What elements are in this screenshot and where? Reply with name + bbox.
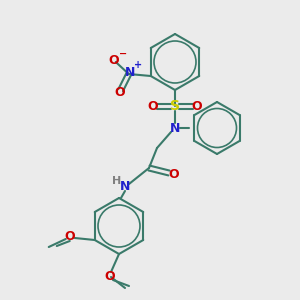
Text: N: N <box>124 67 135 80</box>
Text: O: O <box>64 230 75 244</box>
Text: O: O <box>169 169 179 182</box>
Text: O: O <box>108 53 119 67</box>
Text: O: O <box>192 100 202 112</box>
Text: +: + <box>134 60 142 70</box>
Text: O: O <box>148 100 158 112</box>
Text: N: N <box>170 122 180 134</box>
Text: N: N <box>120 179 130 193</box>
Text: S: S <box>170 99 180 113</box>
Text: O: O <box>105 271 115 284</box>
Text: O: O <box>114 86 125 100</box>
Text: H: H <box>112 176 122 186</box>
Text: methoxy: methoxy <box>55 248 61 249</box>
Text: −: − <box>119 49 127 59</box>
